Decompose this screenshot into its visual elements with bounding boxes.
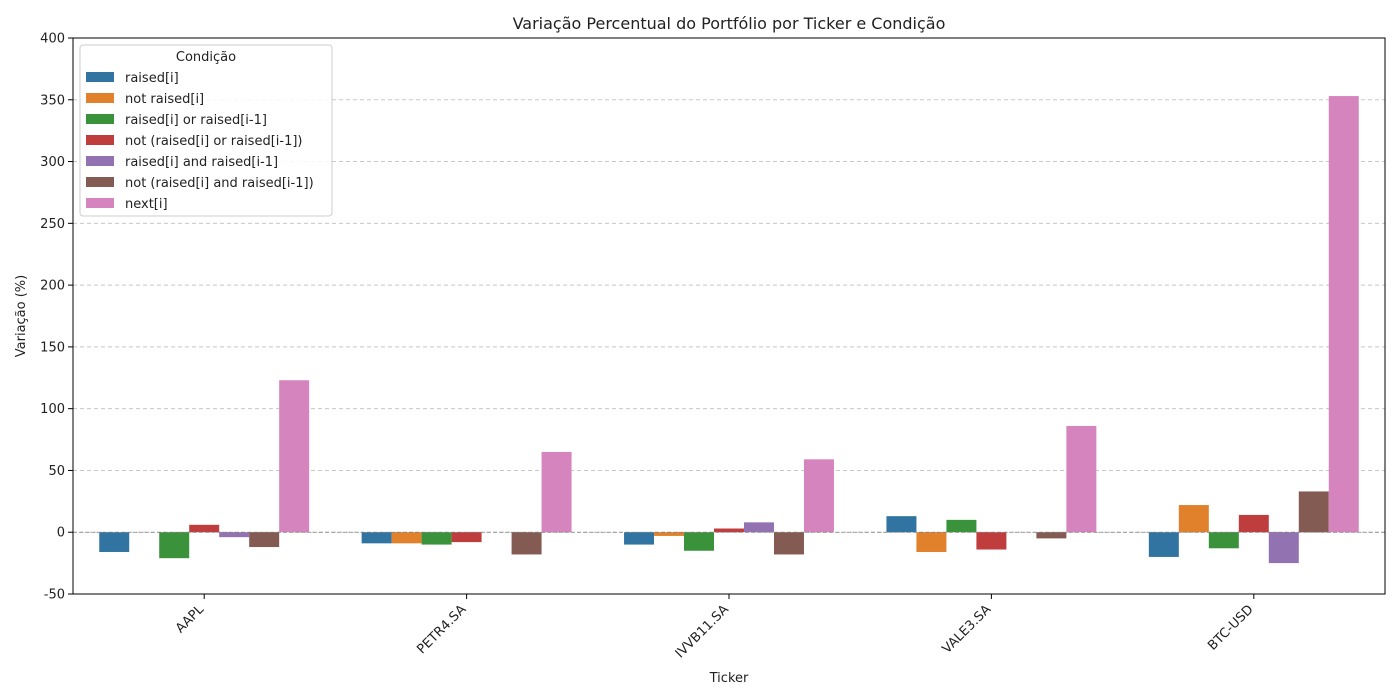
- legend-swatch: [86, 135, 114, 145]
- bar: [773, 532, 804, 555]
- legend-label: raised[i] and raised[i-1]: [125, 155, 278, 170]
- bar: [511, 532, 542, 555]
- bar: [714, 528, 744, 533]
- bar: [1238, 514, 1269, 533]
- legend-box: [79, 44, 333, 217]
- bar: [1298, 491, 1329, 533]
- bar: [451, 532, 482, 543]
- y-tick-label: 350: [40, 93, 65, 108]
- chart-title: Variação Percentual do Portfólio por Tic…: [513, 14, 946, 33]
- y-tick-label: -50: [44, 588, 65, 603]
- y-tick-label: 50: [48, 464, 65, 479]
- y-tick-label: 150: [40, 340, 65, 355]
- bar: [541, 451, 572, 533]
- legend-swatch: [86, 72, 114, 82]
- y-tick-label: 200: [40, 279, 65, 294]
- y-axis-title: Variação (%): [14, 275, 29, 357]
- legend-swatch: [86, 177, 114, 187]
- bar: [803, 459, 834, 533]
- bar: [886, 516, 917, 533]
- legend-swatch: [86, 198, 114, 208]
- bar: [1268, 532, 1299, 564]
- legend-swatch: [86, 93, 114, 103]
- bar: [1036, 532, 1067, 539]
- bar: [189, 524, 220, 533]
- bar: [361, 532, 392, 544]
- legend-title: Condição: [176, 50, 236, 65]
- bar: [946, 519, 977, 533]
- legend-label: not raised[i]: [125, 92, 204, 107]
- bar: [1178, 505, 1209, 533]
- bar: [743, 522, 774, 533]
- legend: Condição raised[i] not raised[i] raised[i]…: [79, 44, 333, 217]
- bar: [279, 380, 310, 533]
- bar: [1328, 96, 1359, 533]
- bar: [159, 532, 190, 559]
- legend-label: next[i]: [125, 197, 168, 212]
- bar: [391, 532, 422, 544]
- legend-swatch: [86, 114, 114, 124]
- bar: [1208, 532, 1239, 549]
- y-tick-label: 400: [40, 32, 65, 47]
- bar: [976, 532, 1007, 550]
- bar: [654, 532, 685, 536]
- bar: [249, 532, 280, 548]
- bar: [99, 532, 130, 552]
- legend-label: raised[i] or raised[i-1]: [125, 113, 267, 128]
- bar: [684, 532, 715, 551]
- bar: [624, 532, 655, 545]
- bar: [916, 532, 947, 552]
- y-axis: -50 0 50 100 150 200 250 300 350 400: [40, 32, 73, 603]
- legend-swatch: [86, 156, 114, 166]
- y-tick-label: 0: [57, 526, 65, 541]
- legend-label: not (raised[i] and raised[i-1]): [125, 176, 314, 191]
- y-tick-label: 250: [40, 217, 65, 232]
- bar: [219, 532, 250, 538]
- y-tick-label: 100: [40, 402, 65, 417]
- bars: [99, 96, 1359, 564]
- bar: [1066, 425, 1097, 533]
- legend-label: not (raised[i] or raised[i-1]): [125, 134, 303, 149]
- y-tick-label: 300: [40, 155, 65, 170]
- x-axis-title: Ticker: [709, 671, 749, 686]
- legend-label: raised[i]: [125, 71, 179, 86]
- bar: [1148, 532, 1179, 557]
- bar: [421, 532, 452, 545]
